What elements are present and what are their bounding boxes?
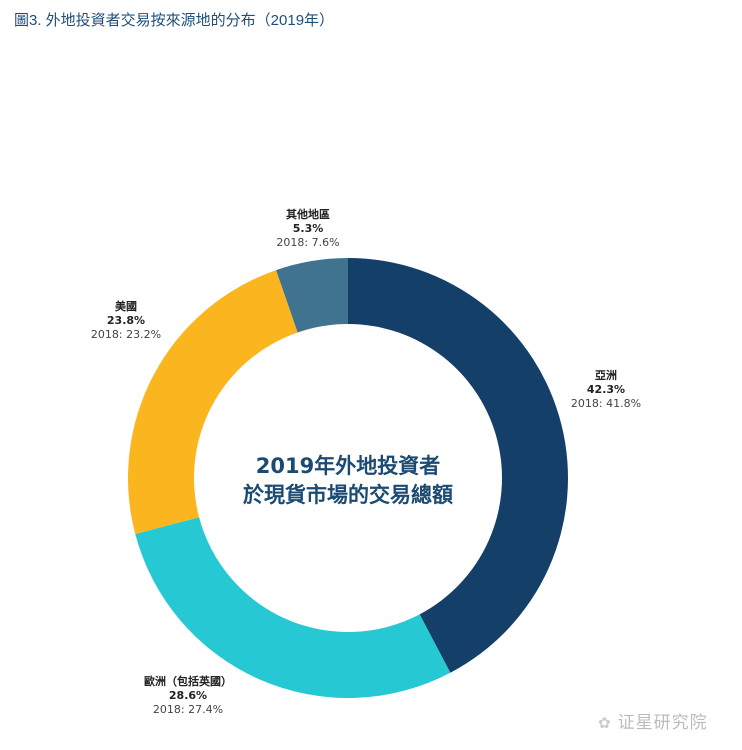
watermark: ✿ 证星研究院 (598, 708, 708, 733)
slice-value: 42.3% (586, 383, 626, 396)
slice-prev: 2018: 27.4% (152, 703, 224, 716)
label-usa: 美國 23.8% 2018: 23.2% (91, 300, 161, 342)
slice-prev: 2018: 41.8% (570, 397, 642, 410)
center-line-2: 於現貨市場的交易總額 (243, 483, 453, 507)
label-europe: 歐洲（包括英國） 28.6% 2018: 27.4% (144, 675, 232, 717)
center-text: 2019年外地投資者 於現貨市場的交易總額 (243, 452, 453, 510)
slice-value: 23.8% (106, 314, 146, 327)
donut-slice-1 (135, 517, 451, 698)
donut-slice-3 (276, 258, 348, 333)
chart-title: 圖3. 外地投資者交易按來源地的分布（2019年） (14, 12, 335, 29)
wechat-icon: ✿ (598, 714, 612, 732)
label-other: 其他地區 5.3% 2018: 7.6% (276, 208, 339, 250)
slice-value: 5.3% (292, 222, 324, 235)
slice-prev: 2018: 7.6% (276, 236, 340, 249)
slice-value: 28.6% (168, 689, 208, 702)
donut-slice-2 (128, 270, 298, 535)
slice-prev: 2018: 23.2% (90, 328, 162, 341)
center-line-1: 2019年外地投資者 (255, 454, 441, 478)
slice-label: 亞洲 (595, 369, 617, 382)
label-asia: 亞洲 42.3% 2018: 41.8% (571, 369, 641, 411)
donut-slice-0 (348, 258, 569, 673)
slice-label: 其他地區 (286, 208, 330, 221)
watermark-text: 证星研究院 (617, 713, 708, 733)
slice-label: 歐洲（包括英國） (144, 675, 232, 688)
slice-label: 美國 (115, 300, 137, 313)
